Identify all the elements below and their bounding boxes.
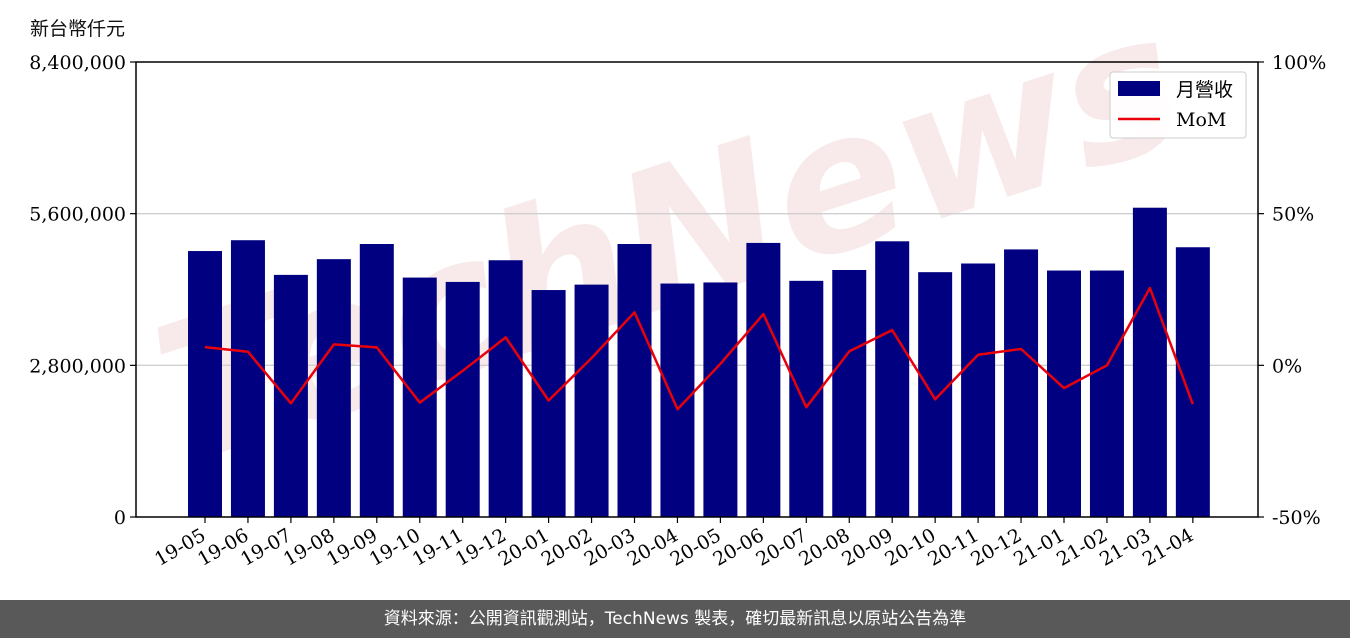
legend-swatch-bar (1118, 81, 1160, 96)
bar-21-04 (1175, 247, 1210, 517)
legend: 月營收 MoM (1109, 71, 1247, 139)
legend-label-mom: MoM (1176, 109, 1226, 131)
mom-line (204, 286, 1194, 411)
bar-20-11 (961, 263, 996, 517)
y-axis-unit-label: 新台幣仟元 (30, 18, 126, 40)
left-tick-label: 5,600,000 (29, 204, 126, 226)
bar-20-05 (703, 282, 738, 517)
x-tick-label: 21-04 (1139, 524, 1197, 570)
bar-20-04 (660, 283, 695, 517)
bar-20-01 (531, 290, 566, 517)
bar-19-05 (188, 251, 222, 517)
bar-20-09 (875, 241, 910, 517)
bar-20-12 (1004, 249, 1039, 517)
left-tick-label: 2,800,000 (29, 355, 126, 377)
right-tick-label: 50% (1272, 204, 1314, 226)
bar-19-09 (359, 244, 394, 517)
right-tick-label: -50% (1272, 507, 1321, 529)
left-tick-label: 8,400,000 (29, 52, 126, 74)
bar-19-07 (273, 274, 308, 517)
right-tick-label: 0% (1272, 355, 1302, 377)
bar-21-03 (1132, 207, 1167, 518)
revenue-bars (188, 207, 1210, 518)
bar-20-02 (574, 284, 609, 517)
bar-20-10 (918, 272, 953, 517)
plot-frame (135, 61, 1259, 518)
bar-19-08 (316, 259, 351, 517)
right-tick-label: 100% (1272, 52, 1326, 74)
bar-20-08 (832, 270, 867, 517)
source-footer: 資料來源：公開資訊觀測站，TechNews 製表，確切最新訊息以原站公告為準 (0, 600, 1350, 638)
revenue-chart: TechNews 02,800,0005,600,0008,400,000-50… (29, 0, 1326, 571)
left-tick-label: 0 (114, 507, 126, 529)
bar-19-10 (402, 277, 437, 517)
bar-21-02 (1089, 270, 1124, 517)
mom-series-line (204, 286, 1194, 411)
bar-19-12 (488, 260, 523, 517)
bar-21-01 (1047, 270, 1081, 517)
bar-19-11 (445, 281, 480, 517)
bar-20-03 (617, 244, 652, 517)
legend-label-revenue: 月營收 (1176, 79, 1233, 101)
bar-20-07 (789, 280, 824, 517)
bar-20-06 (746, 242, 781, 517)
bar-19-06 (230, 240, 265, 518)
